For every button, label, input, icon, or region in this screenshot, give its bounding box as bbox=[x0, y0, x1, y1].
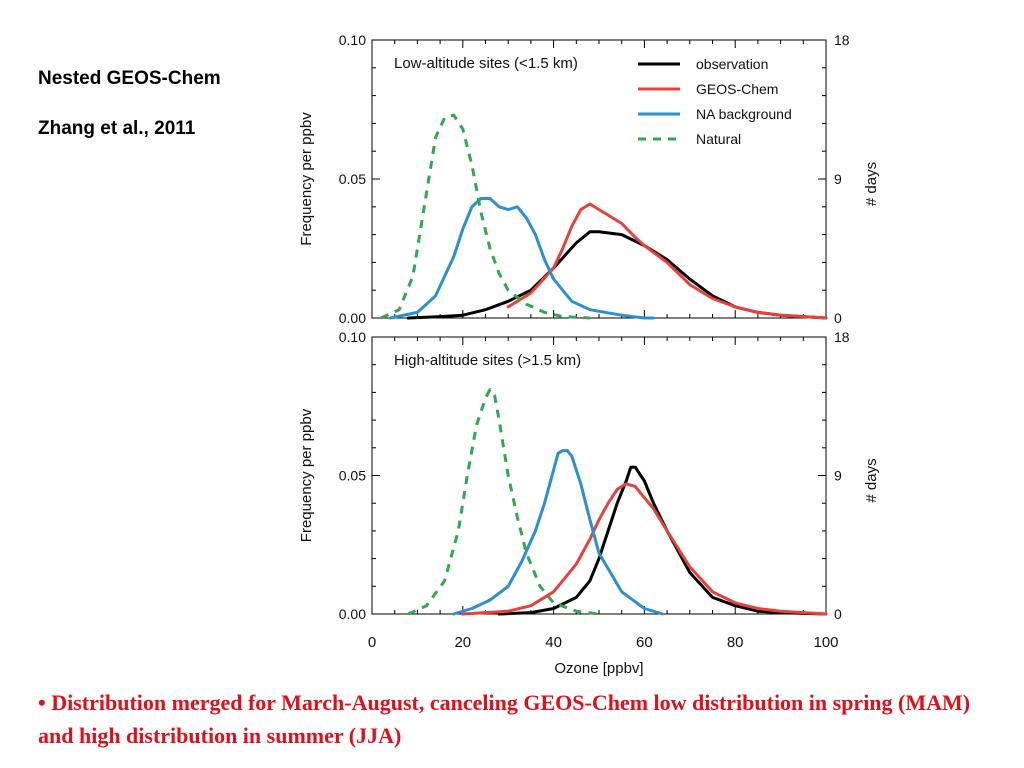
panel-title: Low-altitude sites (<1.5 km) bbox=[394, 55, 578, 72]
x-tick-label: 60 bbox=[636, 634, 653, 651]
y-axis-label: Frequency per ppbv bbox=[298, 112, 315, 246]
chart-panel-1: 0.00 0.05 0.10 0 9 18 Frequency per ppbv # days… bbox=[298, 32, 880, 326]
series-line-na-background bbox=[388, 197, 655, 320]
x-axis-label: Ozone [ppbv] bbox=[554, 660, 643, 677]
caption-text: Distribution merged for March-August, ca… bbox=[38, 690, 971, 748]
plot-frame bbox=[371, 336, 827, 615]
x-tick-label: 40 bbox=[545, 634, 562, 651]
series-line-geos-chem bbox=[461, 482, 828, 616]
series-line-natural bbox=[407, 388, 600, 616]
y2-tick-label: 18 bbox=[834, 329, 850, 345]
y2-axis-label: # days bbox=[863, 458, 880, 502]
panel-title: High-altitude sites (>1.5 km) bbox=[394, 352, 581, 369]
ozone-distribution-figure: 0.00 0.05 0.10 0 9 18 Frequency per ppbv # days… bbox=[298, 32, 880, 677]
x-tick-label: 100 bbox=[813, 634, 838, 651]
legend-entry: Natural bbox=[696, 131, 741, 147]
x-tick-label: 80 bbox=[727, 634, 744, 651]
y-tick-label: 0.10 bbox=[339, 329, 366, 345]
y-tick-label: 0.00 bbox=[339, 310, 366, 326]
legend-entry: NA background bbox=[696, 106, 792, 122]
y2-tick-label: 0 bbox=[834, 606, 842, 622]
x-tick-label: 0 bbox=[368, 634, 376, 651]
y-tick-label: 0.00 bbox=[339, 606, 366, 622]
legend-entry: GEOS-Chem bbox=[696, 81, 778, 97]
caption-bullet: • bbox=[38, 690, 46, 715]
chart-panel-2: 0.00 0.05 0.10 0 9 18 Frequency per ppbv # days… bbox=[298, 329, 880, 677]
y-tick-label: 0.10 bbox=[339, 32, 366, 48]
y-tick-label: 0.05 bbox=[339, 468, 366, 484]
series-line-natural bbox=[380, 113, 590, 320]
caption: • Distribution merged for March-August, … bbox=[38, 686, 978, 752]
y2-tick-label: 9 bbox=[834, 171, 842, 187]
y2-tick-label: 18 bbox=[834, 32, 850, 48]
y2-axis-label: # days bbox=[863, 162, 880, 206]
y2-tick-label: 9 bbox=[834, 468, 842, 484]
series-line-observation bbox=[406, 230, 828, 320]
x-tick-label: 20 bbox=[454, 634, 471, 651]
side-title-citation: Zhang et al., 2011 bbox=[38, 118, 196, 139]
side-title-model: Nested GEOS-Chem bbox=[38, 68, 221, 89]
legend-entry: observation bbox=[696, 56, 768, 72]
y-tick-label: 0.05 bbox=[339, 171, 366, 187]
series-line-geos-chem bbox=[506, 202, 828, 320]
y-axis-label: Frequency per ppbv bbox=[298, 408, 315, 542]
y2-tick-label: 0 bbox=[834, 310, 842, 326]
series-line-observation bbox=[497, 465, 828, 616]
series-line-na-background bbox=[452, 449, 665, 616]
